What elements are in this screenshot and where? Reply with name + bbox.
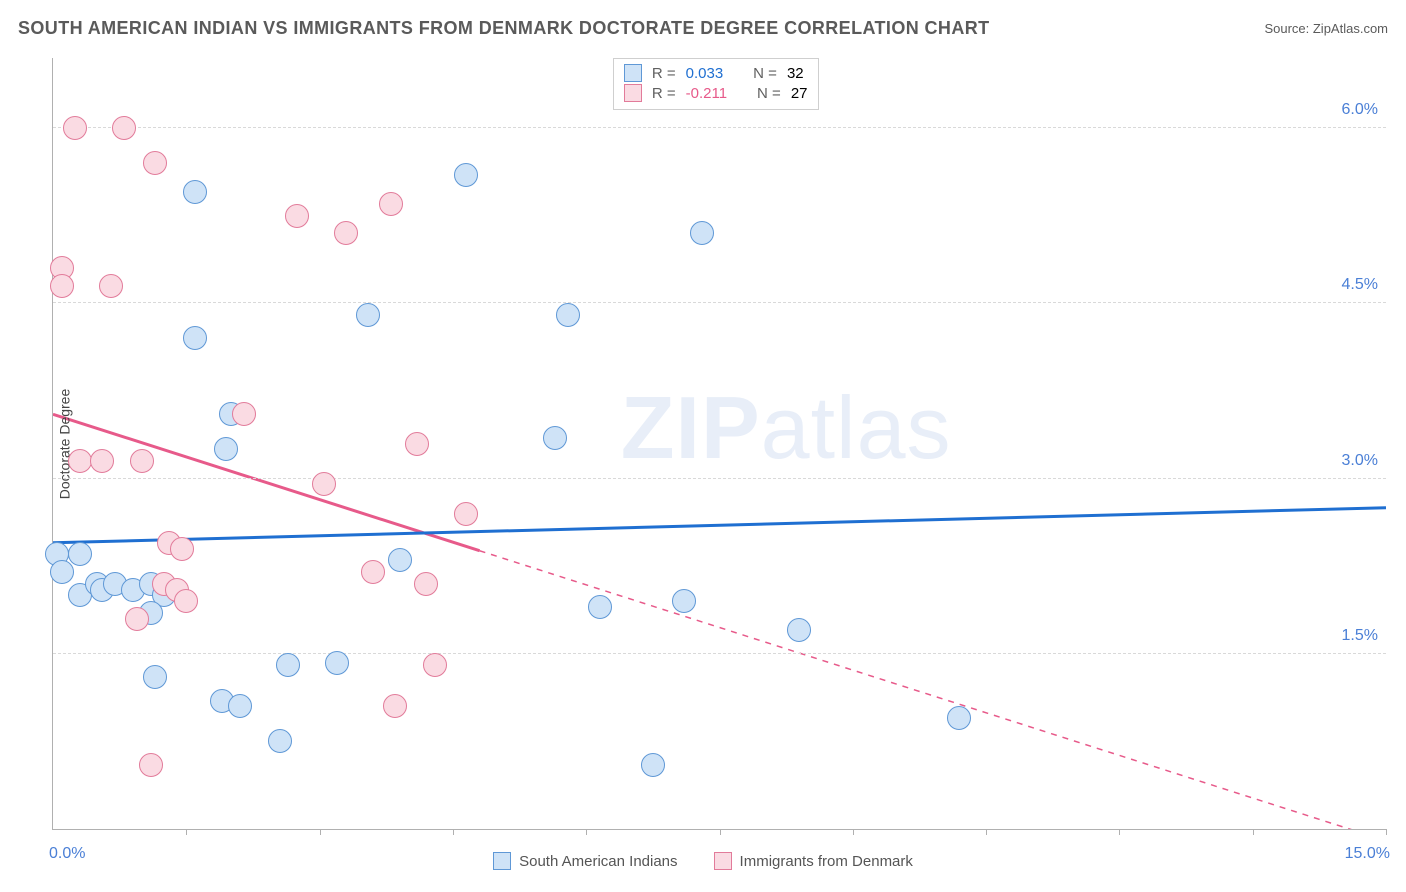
y-tick-label: 1.5%	[1342, 627, 1378, 645]
x-tick	[853, 829, 854, 835]
scatter-point	[183, 180, 207, 204]
scatter-point	[139, 753, 163, 777]
legend-swatch-series2	[714, 852, 732, 870]
legend-item-series1: South American Indians	[493, 852, 677, 870]
scatter-point	[454, 163, 478, 187]
trend-lines-layer	[53, 58, 1386, 829]
y-tick-label: 3.0%	[1342, 452, 1378, 470]
y-tick-label: 4.5%	[1342, 276, 1378, 294]
scatter-point	[90, 449, 114, 473]
scatter-point	[276, 653, 300, 677]
n-value-series2: 27	[791, 85, 808, 102]
scatter-point	[588, 595, 612, 619]
scatter-point	[170, 537, 194, 561]
x-tick	[186, 829, 187, 835]
stats-legend-box: R = 0.033 N = 32 R = -0.211 N = 27	[613, 58, 819, 110]
scatter-point	[361, 560, 385, 584]
x-tick	[1253, 829, 1254, 835]
scatter-point	[423, 653, 447, 677]
source-label: Source: ZipAtlas.com	[1264, 21, 1388, 36]
r-value-series1: 0.033	[686, 65, 724, 82]
scatter-point	[99, 274, 123, 298]
legend-item-series2: Immigrants from Denmark	[714, 852, 913, 870]
chart-plot-area: ZIPatlas Doctorate Degree R = 0.033 N = …	[52, 58, 1386, 830]
x-tick	[453, 829, 454, 835]
watermark: ZIPatlas	[621, 377, 952, 479]
scatter-point	[556, 303, 580, 327]
scatter-point	[214, 437, 238, 461]
scatter-point	[334, 221, 358, 245]
gridline-h	[53, 653, 1386, 654]
scatter-point	[947, 706, 971, 730]
x-tick	[720, 829, 721, 835]
r-value-series2: -0.211	[686, 85, 727, 102]
scatter-point	[50, 560, 74, 584]
scatter-point	[388, 548, 412, 572]
gridline-h	[53, 302, 1386, 303]
bottom-legend: South American Indians Immigrants from D…	[0, 852, 1406, 870]
scatter-point	[112, 116, 136, 140]
x-tick	[320, 829, 321, 835]
scatter-point	[50, 274, 74, 298]
legend-label-series2: Immigrants from Denmark	[740, 853, 913, 870]
scatter-point	[414, 572, 438, 596]
scatter-point	[143, 151, 167, 175]
scatter-point	[228, 694, 252, 718]
x-tick	[1119, 829, 1120, 835]
chart-title: SOUTH AMERICAN INDIAN VS IMMIGRANTS FROM…	[18, 18, 990, 39]
scatter-point	[405, 432, 429, 456]
legend-swatch-series1	[493, 852, 511, 870]
scatter-point	[285, 204, 309, 228]
scatter-point	[143, 665, 167, 689]
scatter-point	[130, 449, 154, 473]
scatter-point	[356, 303, 380, 327]
gridline-h	[53, 478, 1386, 479]
x-tick	[586, 829, 587, 835]
scatter-point	[690, 221, 714, 245]
x-tick	[986, 829, 987, 835]
scatter-point	[672, 589, 696, 613]
scatter-point	[268, 729, 292, 753]
scatter-point	[183, 326, 207, 350]
swatch-series1	[624, 64, 642, 82]
scatter-point	[125, 607, 149, 631]
stats-row-series1: R = 0.033 N = 32	[624, 63, 808, 83]
x-tick	[1386, 829, 1387, 835]
y-tick-label: 6.0%	[1342, 101, 1378, 119]
swatch-series2	[624, 84, 642, 102]
scatter-point	[454, 502, 478, 526]
n-value-series1: 32	[787, 65, 804, 82]
scatter-point	[379, 192, 403, 216]
scatter-point	[68, 542, 92, 566]
scatter-point	[543, 426, 567, 450]
gridline-h	[53, 127, 1386, 128]
scatter-point	[641, 753, 665, 777]
scatter-point	[63, 116, 87, 140]
scatter-point	[787, 618, 811, 642]
legend-label-series1: South American Indians	[519, 853, 677, 870]
y-axis-title: Doctorate Degree	[56, 388, 72, 499]
scatter-point	[383, 694, 407, 718]
scatter-point	[174, 589, 198, 613]
scatter-point	[232, 402, 256, 426]
scatter-point	[312, 472, 336, 496]
scatter-point	[68, 449, 92, 473]
scatter-point	[325, 651, 349, 675]
stats-row-series2: R = -0.211 N = 27	[624, 83, 808, 103]
